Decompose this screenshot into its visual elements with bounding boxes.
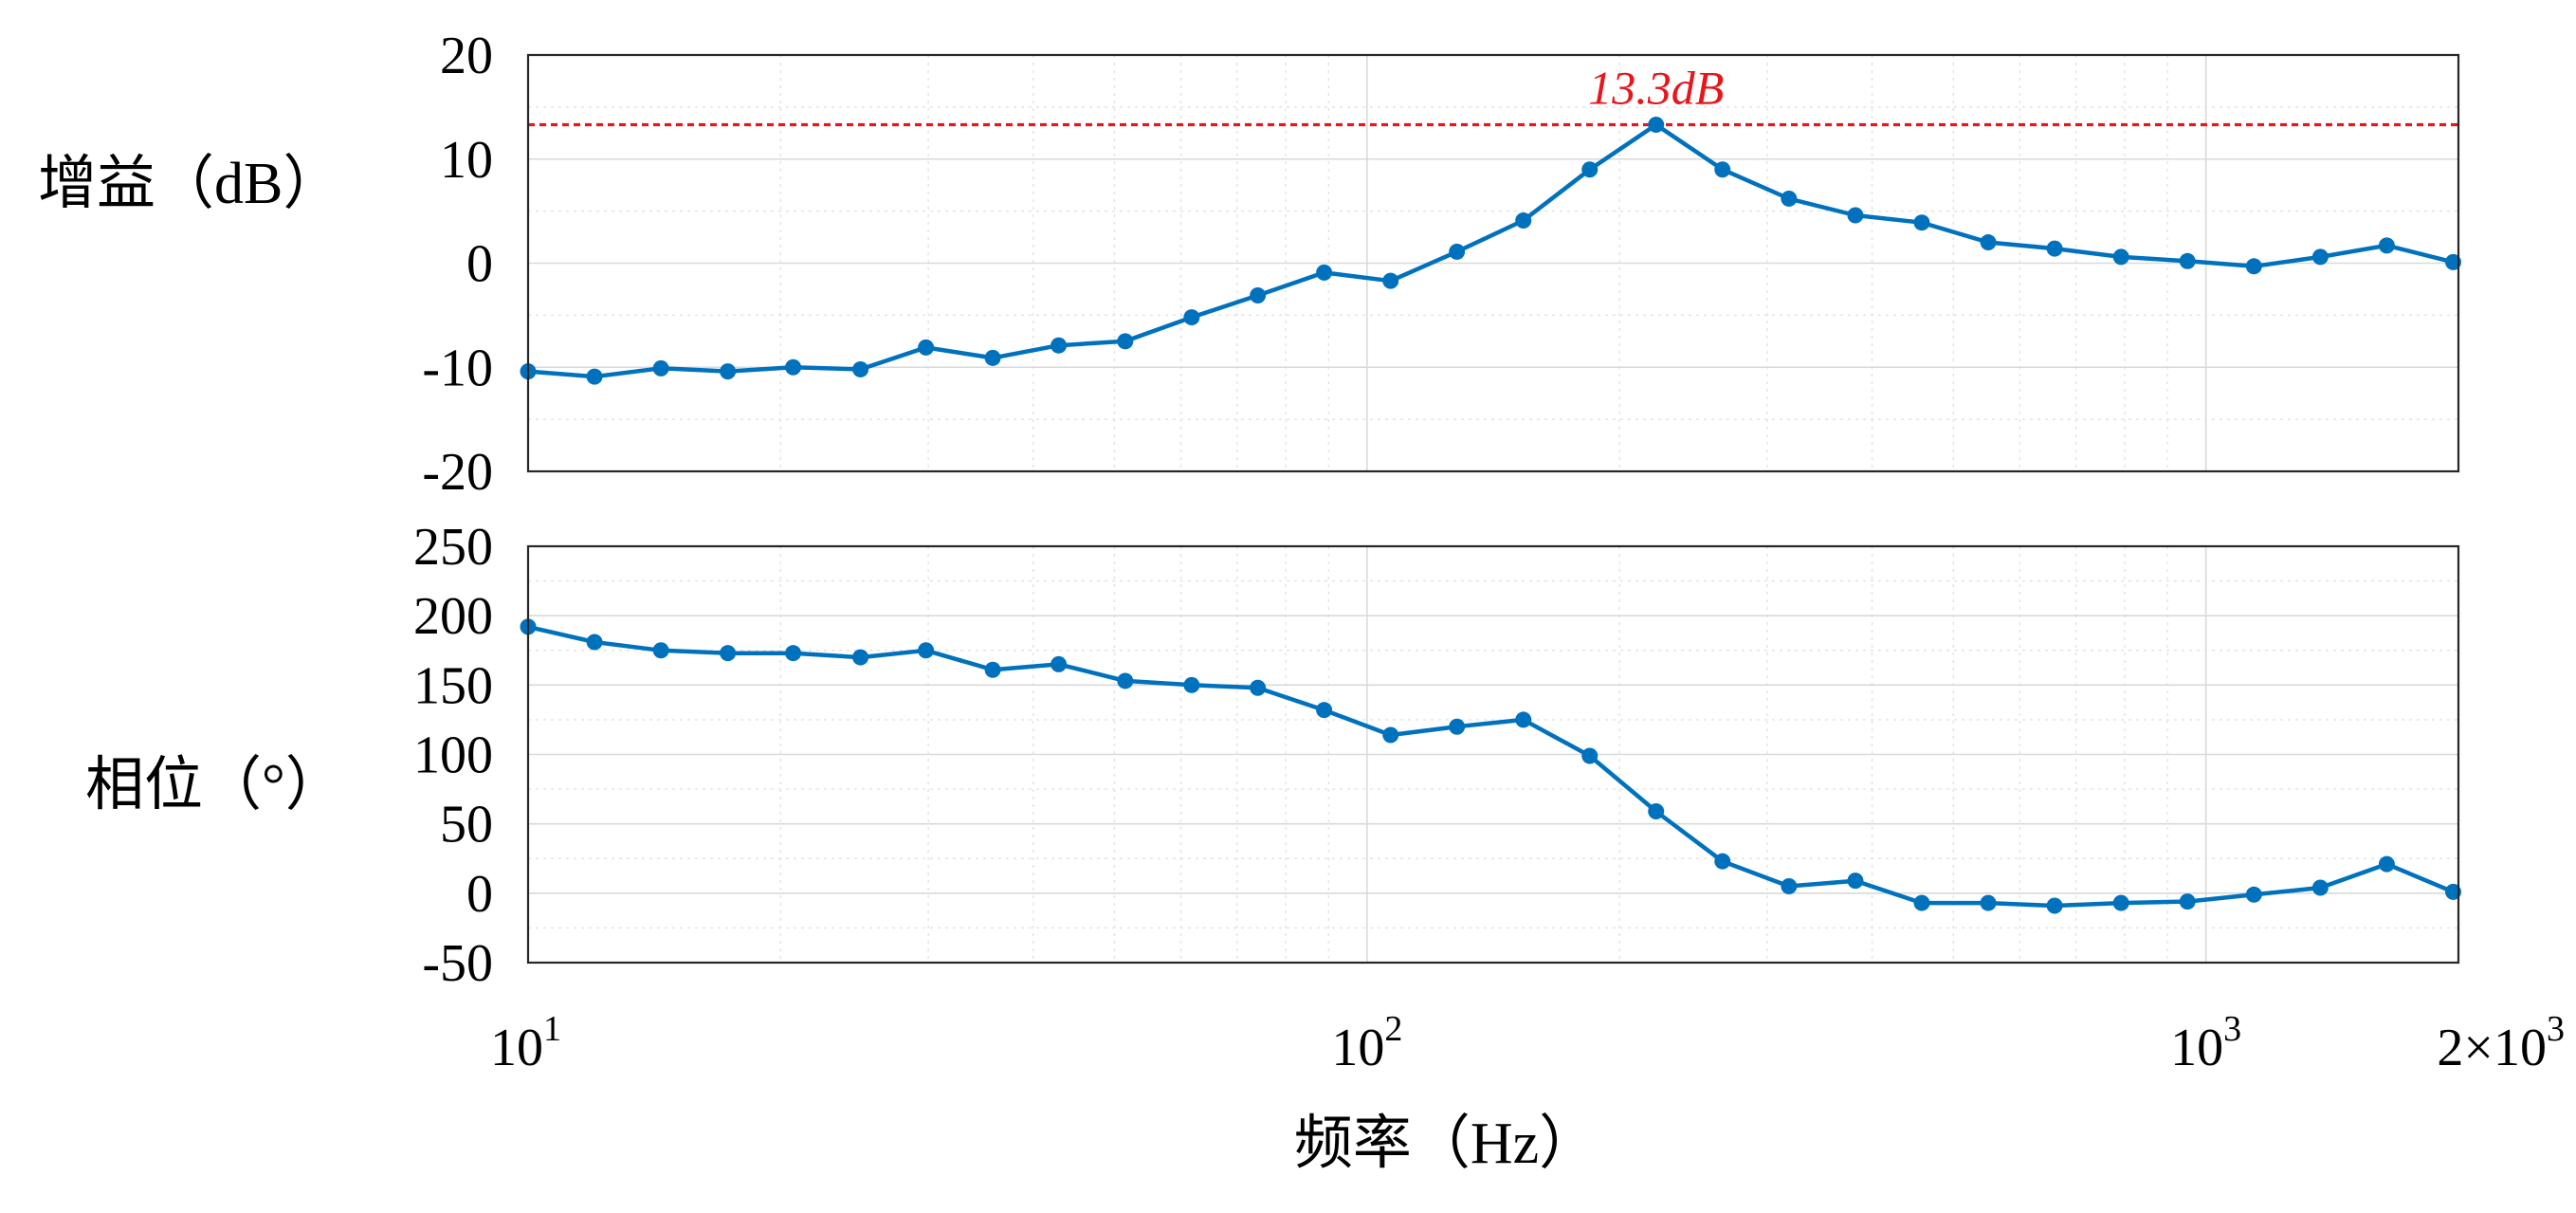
phase-y-tick-label: 0	[466, 865, 493, 924]
phase-data-point	[2245, 886, 2262, 903]
phase-data-point	[2311, 879, 2329, 896]
phase-data-point	[1449, 718, 1466, 735]
phase-data-point	[1581, 747, 1599, 764]
phase-data-point	[1183, 676, 1200, 693]
gain-data-point	[2112, 248, 2129, 266]
gain-data-point	[852, 360, 869, 377]
gain-data-point	[1382, 272, 1399, 289]
gain-y-tick-label: -10	[422, 339, 493, 397]
phase-data-point	[586, 634, 603, 651]
phase-y-axis-label: 相位（°）	[85, 753, 344, 818]
gain-data-point	[1847, 207, 1864, 224]
phase-data-point	[652, 642, 669, 659]
gain-series-line	[527, 122, 2455, 379]
gain-data-point	[720, 363, 737, 380]
gain-data-point	[785, 358, 802, 376]
gain-y-tick-labels: 20 10 0 -10 -20	[422, 27, 493, 502]
gain-series	[520, 117, 2461, 385]
x-tick-label: 101	[490, 1009, 561, 1077]
gain-data-point	[1316, 264, 1333, 281]
x-axis-label: 频率（Hz）	[1294, 1112, 1598, 1176]
phase-data-point	[2179, 893, 2196, 910]
gain-data-point	[1050, 337, 1068, 354]
phase-y-tick-label: 150	[413, 656, 493, 715]
gain-data-point	[2311, 248, 2329, 266]
phase-data-point	[1382, 726, 1399, 744]
phase-y-tick-label: 200	[413, 587, 493, 646]
gain-data-point	[1250, 287, 1267, 304]
phase-grid	[528, 546, 2458, 963]
phase-data-point	[1648, 802, 1665, 819]
gain-data-point	[984, 349, 1001, 366]
gain-frame	[526, 53, 2460, 473]
gain-data-point	[1449, 243, 1466, 260]
gain-data-point	[918, 339, 935, 356]
gain-data-point	[2444, 253, 2461, 270]
gain-data-point	[1515, 212, 1532, 230]
x-tick-label: 2×103	[2437, 1009, 2565, 1077]
gain-data-point	[2245, 258, 2262, 275]
phase-data-point	[1781, 878, 1798, 895]
gain-data-point	[652, 359, 669, 377]
phase-data-point	[2046, 897, 2063, 914]
phase-data-point	[2378, 855, 2395, 873]
gain-data-point	[1980, 234, 1997, 251]
gain-data-point	[2179, 252, 2196, 269]
phase-data-point	[1980, 894, 1997, 911]
phase-data-point	[1847, 873, 1864, 890]
phase-series	[520, 618, 2461, 914]
phase-y-tick-label: 50	[440, 796, 493, 855]
phase-data-point	[852, 649, 869, 666]
phase-data-point	[1117, 672, 1134, 689]
gain-y-tick-label: 20	[440, 27, 493, 85]
phase-data-point	[2112, 894, 2129, 911]
phase-data-point	[1714, 853, 1731, 870]
gain-data-point	[1581, 161, 1599, 178]
x-tick-label: 103	[2170, 1009, 2241, 1077]
gain-y-tick-label: 0	[466, 235, 493, 294]
gain-data-point	[1781, 190, 1798, 207]
gain-panel: 13.3dB 20 10 0 -10 -20 增益（dB）	[38, 27, 2461, 502]
gain-y-axis-label: 增益（dB）	[38, 152, 341, 216]
gain-data-point	[1913, 214, 1930, 231]
gain-y-tick-label: -20	[422, 443, 493, 502]
phase-data-point	[720, 645, 737, 662]
phase-data-point	[1050, 655, 1068, 672]
gain-data-point	[1183, 309, 1200, 326]
phase-frame	[526, 544, 2460, 965]
peak-annotation: 13.3dB	[1588, 62, 1724, 115]
phase-data-point	[984, 661, 1001, 678]
gain-reference: 13.3dB	[528, 62, 2458, 127]
phase-series-line	[527, 624, 2455, 909]
gain-data-point	[1117, 333, 1134, 350]
gain-data-point	[1714, 161, 1731, 178]
gain-data-point	[2378, 237, 2395, 254]
x-tick-label: 102	[1331, 1009, 1402, 1077]
phase-data-point	[785, 645, 802, 662]
gain-y-tick-label: 10	[440, 131, 493, 190]
phase-y-tick-label: 100	[413, 726, 493, 785]
gain-data-point	[1648, 117, 1665, 134]
phase-y-tick-labels: 250 200 150 100 50 0 -50	[413, 518, 493, 993]
x-tick-labels: 101 102 103 2×103	[490, 1009, 2565, 1077]
phase-y-tick-label: 250	[413, 518, 493, 577]
gain-data-point	[586, 368, 603, 385]
phase-data-point	[2444, 883, 2461, 900]
phase-data-point	[1250, 679, 1267, 696]
phase-data-point	[918, 642, 935, 659]
phase-y-tick-label: -50	[422, 934, 493, 993]
phase-data-point	[1913, 894, 1930, 911]
gain-data-point	[2046, 240, 2063, 257]
phase-data-point	[1515, 711, 1532, 728]
phase-data-point	[1316, 702, 1333, 719]
